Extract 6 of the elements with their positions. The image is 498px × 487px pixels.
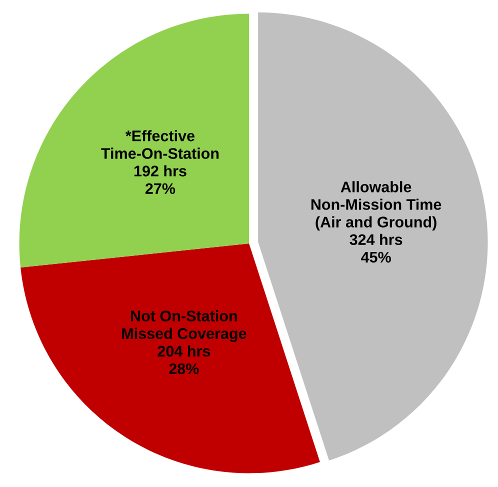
slice-label: *Effective Time-On-Station	[101, 130, 219, 159]
slice-label: Allowable Non-Mission Time (Air and Ground)	[311, 181, 442, 230]
data-label: 192 hrs 27%	[134, 165, 186, 194]
data-label: 204 hrs 28%	[158, 345, 210, 374]
slice-label: Not On-Station Missed Coverage	[122, 310, 246, 342]
data-label: 324 hrs 45%	[350, 234, 402, 263]
